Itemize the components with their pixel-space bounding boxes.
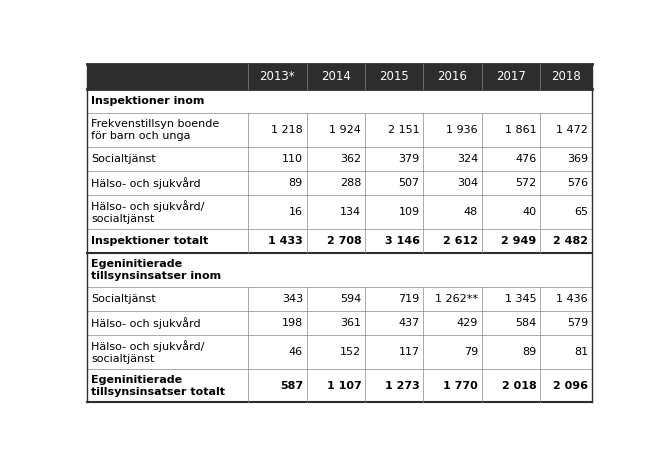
- Text: 2018: 2018: [551, 70, 581, 83]
- Text: 379: 379: [399, 154, 420, 164]
- Text: 1 936: 1 936: [446, 125, 478, 135]
- Text: 429: 429: [457, 318, 478, 328]
- Text: 134: 134: [340, 207, 361, 217]
- Text: 65: 65: [574, 207, 588, 217]
- Text: 79: 79: [464, 347, 478, 357]
- Text: 2 708: 2 708: [326, 236, 361, 246]
- Text: 343: 343: [282, 294, 303, 304]
- Text: 587: 587: [280, 381, 303, 390]
- Text: 40: 40: [522, 207, 536, 217]
- Text: 507: 507: [399, 178, 420, 188]
- Text: 3 146: 3 146: [385, 236, 420, 246]
- Text: 1 924: 1 924: [330, 125, 361, 135]
- Text: 48: 48: [464, 207, 478, 217]
- Text: 362: 362: [340, 154, 361, 164]
- Text: 110: 110: [282, 154, 303, 164]
- Text: Frekvenstillsyn boende
för barn och unga: Frekvenstillsyn boende för barn och unga: [91, 119, 219, 141]
- Text: 369: 369: [567, 154, 588, 164]
- Text: 1 472: 1 472: [556, 125, 588, 135]
- Text: 2013*: 2013*: [260, 70, 295, 83]
- Text: 1 262**: 1 262**: [435, 294, 478, 304]
- Text: 89: 89: [522, 347, 536, 357]
- Text: 1 218: 1 218: [271, 125, 303, 135]
- Text: 2 151: 2 151: [388, 125, 420, 135]
- Text: 109: 109: [399, 207, 420, 217]
- Text: Socialtjänst: Socialtjänst: [91, 154, 156, 164]
- Text: 1 273: 1 273: [385, 381, 420, 390]
- Text: 1 345: 1 345: [504, 294, 536, 304]
- Text: 2 612: 2 612: [443, 236, 478, 246]
- Text: 1 861: 1 861: [504, 125, 536, 135]
- Text: Hälso- och sjukvård: Hälso- och sjukvård: [91, 177, 201, 189]
- Text: 1 433: 1 433: [268, 236, 303, 246]
- Text: 89: 89: [289, 178, 303, 188]
- Text: 594: 594: [340, 294, 361, 304]
- Text: Egeninitierade
tillsynsinsatser totalt: Egeninitierade tillsynsinsatser totalt: [91, 375, 225, 396]
- Text: 81: 81: [574, 347, 588, 357]
- Text: 117: 117: [399, 347, 420, 357]
- Text: Inspektioner totalt: Inspektioner totalt: [91, 236, 209, 246]
- Text: 152: 152: [340, 347, 361, 357]
- Text: Hälso- och sjukvård: Hälso- och sjukvård: [91, 317, 201, 329]
- Text: 46: 46: [289, 347, 303, 357]
- Text: 2 018: 2 018: [502, 381, 536, 390]
- Text: 198: 198: [281, 318, 303, 328]
- Text: 719: 719: [399, 294, 420, 304]
- Text: 2 096: 2 096: [553, 381, 588, 390]
- Text: 2 482: 2 482: [553, 236, 588, 246]
- Text: 437: 437: [399, 318, 420, 328]
- Text: 2015: 2015: [379, 70, 409, 83]
- Text: 1 107: 1 107: [326, 381, 361, 390]
- Text: 361: 361: [340, 318, 361, 328]
- Text: Hälso- och sjukvård/
socialtjänst: Hälso- och sjukvård/ socialtjänst: [91, 340, 205, 364]
- Text: 2016: 2016: [438, 70, 467, 83]
- Text: 576: 576: [567, 178, 588, 188]
- Text: 2 949: 2 949: [501, 236, 536, 246]
- Text: 2017: 2017: [496, 70, 526, 83]
- Bar: [87, 64, 592, 89]
- Text: Hälso- och sjukvård/
socialtjänst: Hälso- och sjukvård/ socialtjänst: [91, 200, 205, 224]
- Text: 1 436: 1 436: [557, 294, 588, 304]
- Text: 1 770: 1 770: [444, 381, 478, 390]
- Text: 288: 288: [340, 178, 361, 188]
- Text: 572: 572: [515, 178, 536, 188]
- Text: Egeninitierade
tillsynsinsatser inom: Egeninitierade tillsynsinsatser inom: [91, 259, 221, 281]
- Text: Inspektioner inom: Inspektioner inom: [91, 96, 205, 106]
- Text: Socialtjänst: Socialtjänst: [91, 294, 156, 304]
- Text: 16: 16: [289, 207, 303, 217]
- Text: 304: 304: [457, 178, 478, 188]
- Text: 476: 476: [515, 154, 536, 164]
- Text: 579: 579: [567, 318, 588, 328]
- Text: 584: 584: [515, 318, 536, 328]
- Text: 2014: 2014: [321, 70, 351, 83]
- Text: 324: 324: [457, 154, 478, 164]
